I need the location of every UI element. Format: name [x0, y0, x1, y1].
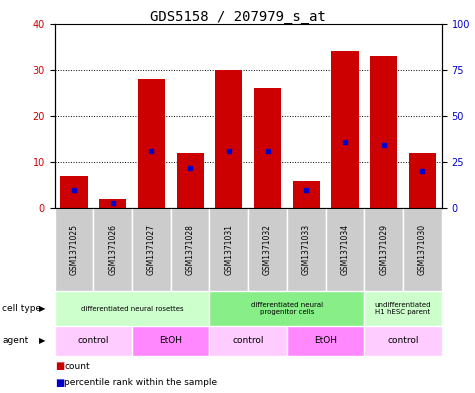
Bar	[293, 181, 320, 208]
Bar	[55, 291, 209, 326]
Bar	[132, 326, 209, 356]
Text: GSM1371034: GSM1371034	[341, 224, 350, 275]
Text: GSM1371029: GSM1371029	[379, 224, 388, 275]
Text: ▶: ▶	[38, 336, 45, 345]
Text: agent: agent	[2, 336, 28, 345]
Bar	[177, 153, 204, 208]
Text: undifferentiated
H1 hESC parent: undifferentiated H1 hESC parent	[375, 302, 431, 315]
Text: control: control	[232, 336, 264, 345]
Text: ■: ■	[55, 361, 64, 371]
Bar	[60, 176, 87, 208]
Bar	[326, 208, 364, 291]
Bar	[209, 208, 248, 291]
Bar	[287, 326, 364, 356]
Bar	[370, 56, 397, 208]
Bar	[209, 326, 287, 356]
Text: GSM1371032: GSM1371032	[263, 224, 272, 275]
Bar	[138, 79, 165, 208]
Bar	[215, 70, 242, 208]
Text: ■: ■	[55, 378, 64, 387]
Bar	[287, 208, 325, 291]
Text: control: control	[387, 336, 419, 345]
Text: ▶: ▶	[38, 304, 45, 313]
Bar	[55, 326, 132, 356]
Bar	[93, 208, 132, 291]
Text: GSM1371031: GSM1371031	[224, 224, 233, 275]
Text: EtOH: EtOH	[159, 336, 182, 345]
Text: count: count	[64, 362, 90, 371]
Bar	[254, 88, 281, 208]
Bar	[364, 326, 442, 356]
Bar	[403, 208, 442, 291]
Bar	[99, 199, 126, 208]
Text: control: control	[77, 336, 109, 345]
Bar	[209, 291, 364, 326]
Bar	[364, 291, 442, 326]
Bar	[409, 153, 436, 208]
Text: GDS5158 / 207979_s_at: GDS5158 / 207979_s_at	[150, 10, 325, 24]
Bar	[364, 208, 403, 291]
Bar	[132, 208, 171, 291]
Bar	[332, 51, 359, 208]
Bar	[171, 208, 209, 291]
Text: cell type: cell type	[2, 304, 41, 313]
Bar	[55, 208, 93, 291]
Text: GSM1371033: GSM1371033	[302, 224, 311, 275]
Text: GSM1371027: GSM1371027	[147, 224, 156, 275]
Text: differentiated neural rosettes: differentiated neural rosettes	[81, 305, 183, 312]
Text: GSM1371026: GSM1371026	[108, 224, 117, 275]
Bar	[248, 208, 287, 291]
Text: percentile rank within the sample: percentile rank within the sample	[64, 378, 217, 387]
Text: differentiated neural
progenitor cells: differentiated neural progenitor cells	[251, 302, 323, 315]
Text: GSM1371025: GSM1371025	[69, 224, 78, 275]
Text: GSM1371030: GSM1371030	[418, 224, 427, 275]
Text: GSM1371028: GSM1371028	[186, 224, 195, 275]
Text: EtOH: EtOH	[314, 336, 337, 345]
